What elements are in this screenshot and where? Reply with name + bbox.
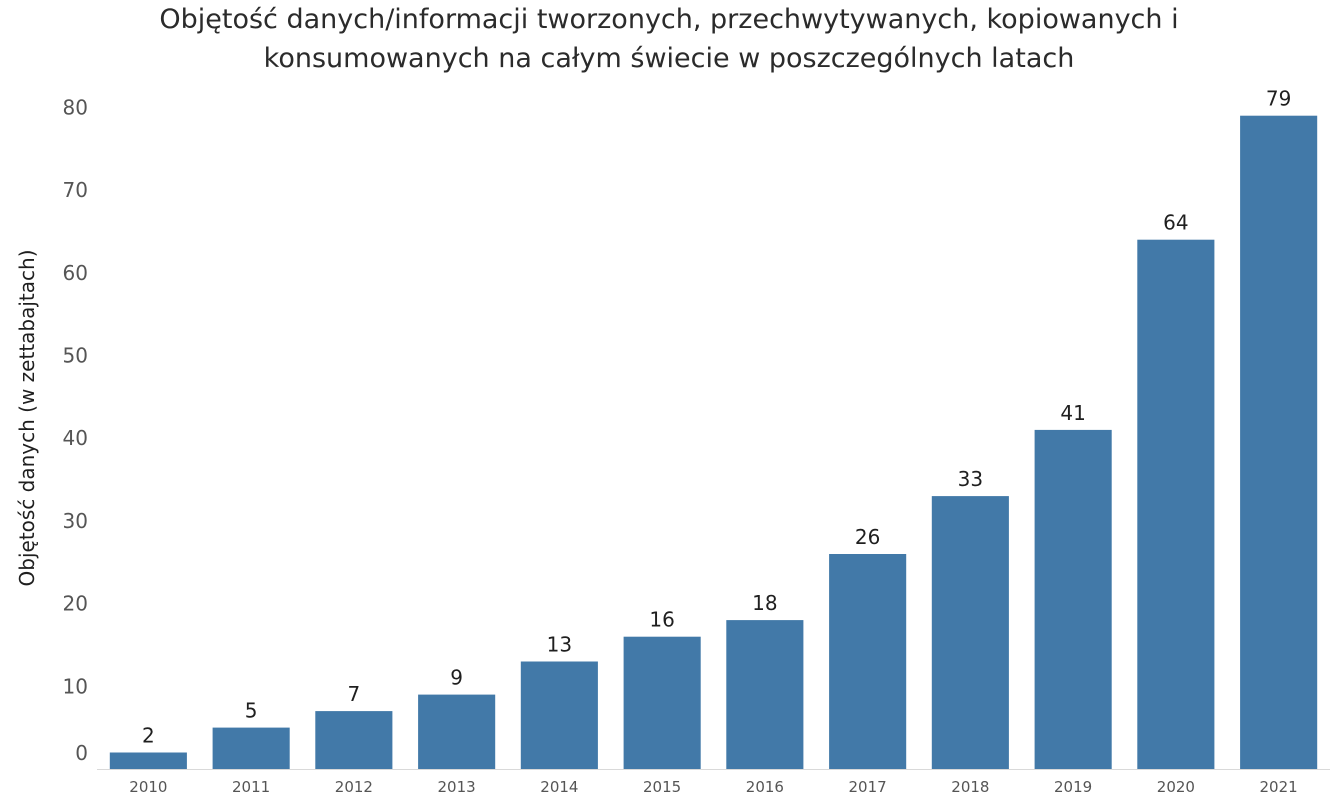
x-axis-ticks: 2010 2011 2012 2013 2014 2015 2016 2017 2018 2019… — [129, 778, 1297, 796]
bar — [418, 694, 496, 769]
bar — [829, 554, 907, 769]
x-tick-label: 2017 — [849, 778, 887, 796]
y-axis-label: Objętość danych (w zettabajtach) — [15, 250, 39, 587]
data-label: 9 — [450, 666, 463, 690]
x-tick-label: 2013 — [438, 778, 476, 796]
data-label: 16 — [649, 608, 674, 632]
y-axis-ticks: 0 10 20 30 40 50 60 70 80 — [63, 95, 88, 765]
data-label: 64 — [1163, 211, 1188, 235]
bar — [315, 711, 393, 769]
data-label: 33 — [958, 467, 983, 491]
data-label: 2 — [142, 724, 155, 748]
x-tick-label: 2010 — [129, 778, 167, 796]
y-tick-label: 70 — [63, 178, 88, 202]
bar — [726, 620, 804, 769]
x-tick-label: 2018 — [951, 778, 989, 796]
x-tick-label: 2019 — [1054, 778, 1092, 796]
y-tick-label: 0 — [75, 741, 88, 765]
x-tick-label: 2016 — [746, 778, 784, 796]
bar — [1137, 239, 1215, 769]
y-tick-label: 60 — [63, 261, 88, 285]
x-tick-label: 2014 — [540, 778, 578, 796]
bar — [212, 727, 290, 769]
x-tick-label: 2015 — [643, 778, 681, 796]
y-tick-label: 20 — [63, 592, 88, 616]
x-tick-label: 2011 — [232, 778, 270, 796]
x-tick-label: 2012 — [335, 778, 373, 796]
x-tick-label: 2020 — [1157, 778, 1195, 796]
bar — [931, 496, 1009, 769]
bar — [1034, 429, 1112, 769]
bars — [109, 115, 1318, 769]
data-label: 26 — [855, 525, 880, 549]
data-label: 79 — [1266, 87, 1291, 111]
y-tick-label: 40 — [63, 426, 88, 450]
data-label: 41 — [1060, 401, 1085, 425]
y-tick-label: 10 — [63, 674, 88, 698]
chart-title: Objętość danych/informacji tworzonych, p… — [159, 4, 1178, 74]
data-label: 18 — [752, 591, 777, 615]
y-tick-label: 80 — [63, 95, 88, 119]
bar — [520, 661, 598, 769]
data-label: 13 — [547, 633, 572, 657]
data-label: 7 — [348, 682, 361, 706]
y-tick-label: 50 — [63, 344, 88, 368]
x-tick-label: 2021 — [1260, 778, 1298, 796]
chart-title-line-2: konsumowanych na całym świecie w poszcze… — [264, 43, 1075, 74]
data-label: 5 — [245, 699, 258, 723]
bar — [623, 636, 701, 769]
bar — [1240, 115, 1318, 769]
chart-title-line-1: Objętość danych/informacji tworzonych, p… — [159, 4, 1178, 35]
bar — [109, 752, 187, 769]
y-tick-label: 30 — [63, 509, 88, 533]
